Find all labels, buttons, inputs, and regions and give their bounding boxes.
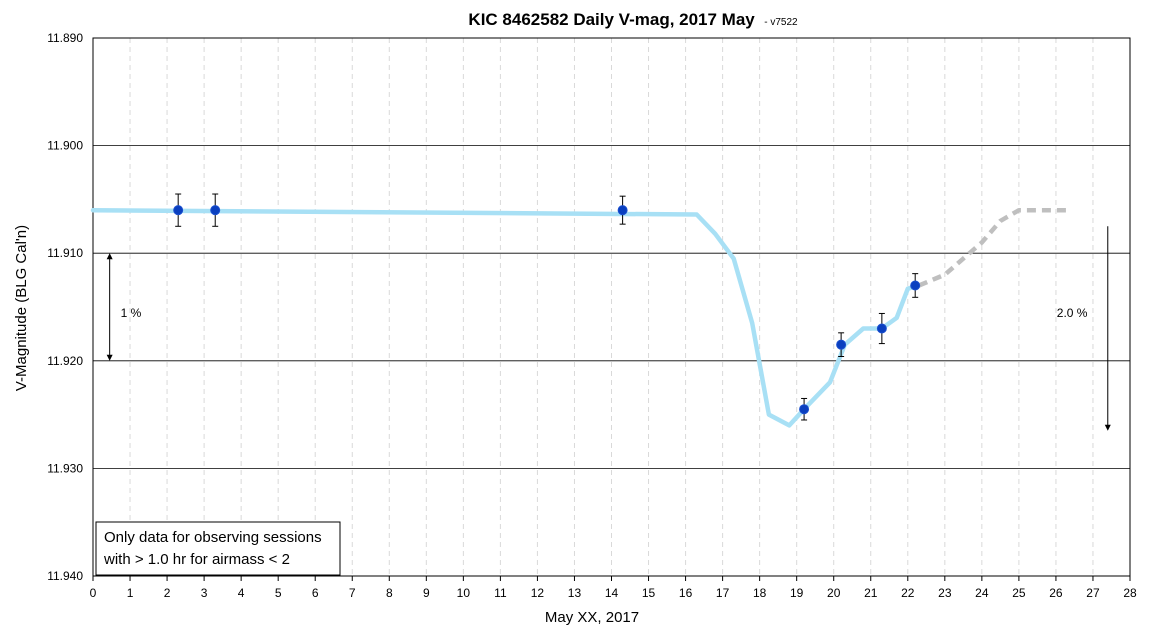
y-tick-label: 11.920 — [47, 354, 83, 368]
chart-subtitle: - v7522 — [764, 17, 798, 28]
y-tick-label: 11.940 — [47, 569, 83, 583]
x-tick-label: 16 — [679, 586, 693, 600]
x-tick-label: 19 — [790, 586, 804, 600]
x-tick-label: 6 — [312, 586, 319, 600]
data-point-group — [876, 312, 887, 345]
grid — [93, 38, 1130, 576]
right-arrow-head-down — [1104, 424, 1111, 431]
x-axis-ticks: 0 1 2 3 4 5 6 7 8 9 10 11 12 13 14 15 16 17 18 19 20 21 22 23 24… — [90, 576, 1137, 600]
data-point — [617, 205, 628, 216]
x-tick-label: 18 — [753, 586, 767, 600]
y-tick-label: 11.900 — [47, 139, 83, 153]
x-tick-label: 23 — [938, 586, 952, 600]
plot-area — [92, 37, 1131, 577]
note-box: Only data for observing sessions with > … — [95, 521, 341, 576]
trend-line — [90, 207, 922, 428]
left-arrow-head-down — [106, 354, 113, 361]
data-point-group — [210, 193, 221, 227]
note-line-2: with > 1.0 hr for airmass < 2 — [103, 551, 290, 568]
x-tick-label: 4 — [238, 586, 245, 600]
x-tick-label: 0 — [90, 586, 97, 600]
x-tick-label: 15 — [642, 586, 656, 600]
x-tick-label: 9 — [423, 586, 430, 600]
data-point-group — [173, 193, 184, 227]
projection-line — [918, 207, 1067, 288]
chart-title: KIC 8462582 Daily V-mag, 2017 May - v752… — [468, 10, 798, 29]
x-axis-label: May XX, 2017 — [545, 609, 639, 626]
x-tick-label: 8 — [386, 586, 393, 600]
x-tick-label: 5 — [275, 586, 282, 600]
data-point-group — [617, 195, 628, 225]
x-tick-label: 7 — [349, 586, 356, 600]
x-tick-label: 25 — [1012, 586, 1026, 600]
x-tick-label: 12 — [531, 586, 545, 600]
note-line-1: Only data for observing sessions — [104, 529, 322, 546]
right-arrow: 2.0 % — [1057, 226, 1111, 431]
y-axis-ticks: 11.890 11.900 11.910 11.920 11.930 11.940 — [47, 31, 83, 583]
left-arrow-head-up — [106, 253, 113, 260]
data-point — [173, 205, 184, 216]
x-tick-label: 1 — [127, 586, 134, 600]
x-tick-label: 13 — [568, 586, 582, 600]
data-point — [210, 205, 221, 216]
y-tick-label: 11.890 — [47, 31, 83, 45]
data-point — [836, 339, 847, 350]
x-tick-label: 10 — [457, 586, 471, 600]
data-point — [799, 404, 810, 415]
data-point-group — [910, 273, 921, 298]
left-arrow: 1 % — [106, 253, 142, 361]
y-tick-label: 11.930 — [47, 461, 83, 475]
x-tick-label: 20 — [827, 586, 841, 600]
x-tick-label: 3 — [201, 586, 208, 600]
data-point — [910, 280, 921, 291]
annotations-layer: 1 % 2.0 % — [106, 226, 1111, 431]
series-layer — [90, 193, 1067, 428]
y-axis-label: V-Magnitude (BLG Cal'n) — [13, 225, 30, 391]
x-tick-label: 21 — [864, 586, 878, 600]
x-tick-label: 11 — [494, 586, 507, 600]
right-arrow-label: 2.0 % — [1057, 306, 1088, 320]
x-tick-label: 28 — [1123, 586, 1137, 600]
x-tick-label: 24 — [975, 586, 989, 600]
y-tick-label: 11.910 — [47, 246, 83, 260]
data-point — [876, 323, 887, 334]
left-arrow-label: 1 % — [121, 306, 142, 320]
data-point-group — [799, 397, 810, 421]
x-tick-label: 2 — [164, 586, 171, 600]
chart-title-main: KIC 8462582 Daily V-mag, 2017 May — [468, 10, 755, 29]
x-tick-label: 22 — [901, 586, 915, 600]
x-tick-label: 27 — [1086, 586, 1100, 600]
x-tick-label: 14 — [605, 586, 619, 600]
data-point-group — [836, 332, 847, 357]
x-tick-label: 26 — [1049, 586, 1063, 600]
x-tick-label: 17 — [716, 586, 730, 600]
